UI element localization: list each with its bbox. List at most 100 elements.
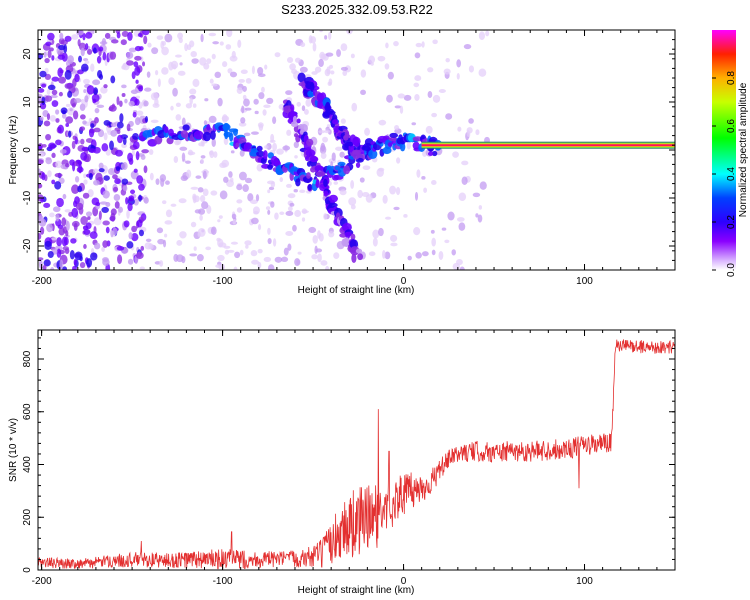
- spectrogram-cell: [66, 107, 75, 116]
- spectrogram-cell: [399, 142, 406, 152]
- spectrogram-cell: [103, 175, 110, 181]
- spectrogram-cell: [156, 35, 164, 40]
- spectrogram-cell: [93, 127, 101, 133]
- spectrogram-cell: [81, 99, 85, 104]
- spectrogram-cell: [413, 227, 421, 236]
- spectrogram-cell: [348, 141, 354, 147]
- spectrogram-cell: [50, 94, 58, 99]
- spectrogram-cell: [83, 173, 87, 179]
- spectrogram-cell: [250, 199, 258, 205]
- spectrogram-cell: [218, 215, 223, 219]
- spectrogram-cell: [74, 73, 80, 83]
- spectrogram-cell: [94, 107, 100, 114]
- spectrogram-cell: [339, 189, 347, 196]
- spectrogram-cell: [329, 110, 336, 115]
- spectrogram-cell: [144, 87, 152, 92]
- spectrogram-cell: [218, 242, 227, 248]
- spectrogram-cell: [421, 251, 429, 257]
- spectrogram-cell: [154, 70, 159, 76]
- spectrogram-cell: [201, 201, 209, 210]
- spectrogram-cell: [323, 178, 328, 188]
- spectrogram-cell: [152, 103, 160, 108]
- spectrogram-cell: [370, 62, 374, 66]
- spectrogram-cell: [64, 209, 71, 213]
- spectrogram-cell: [226, 30, 233, 38]
- spectrogram-cell: [303, 108, 309, 115]
- spectrogram-cell: [240, 117, 246, 124]
- spectrogram-cell: [463, 44, 472, 50]
- spectrogram-cell: [443, 68, 451, 75]
- spectrogram-cell: [150, 119, 159, 124]
- spectrogram-cell: [399, 105, 404, 114]
- spectrogram-cell: [68, 130, 72, 138]
- spectrogram-cell: [292, 224, 297, 232]
- spectrogram-cell: [413, 82, 420, 88]
- colorbar-gradient: [712, 30, 736, 270]
- spectrogram-cell: [143, 100, 149, 107]
- spectrogram-cell: [83, 78, 90, 85]
- spectrogram-cell: [103, 132, 108, 141]
- spectrogram-xtick-label: 0: [401, 276, 407, 287]
- spectrogram-cell: [136, 175, 144, 184]
- spectrogram-cell: [85, 43, 89, 50]
- spectrogram-cell: [143, 165, 148, 174]
- spectrogram-cell: [368, 251, 376, 257]
- spectrogram-cell: [357, 189, 363, 199]
- snr-y-axis-label: SNR (10 * v/v): [8, 418, 19, 482]
- spectrogram-cell: [270, 133, 275, 143]
- spectrogram-cell: [38, 183, 43, 189]
- spectrogram-cell: [43, 202, 51, 208]
- spectrogram-cell: [83, 243, 87, 250]
- snr-ytick-label: 800: [22, 350, 33, 367]
- spectrogram-cell: [121, 178, 129, 185]
- spectrogram-cell: [242, 184, 249, 192]
- spectrogram-cell: [103, 119, 111, 126]
- spectrogram-cell: [121, 84, 127, 89]
- spectrogram-cell: [58, 91, 63, 97]
- spectrogram-cell: [98, 210, 102, 221]
- spectrogram-cell: [309, 156, 319, 163]
- spectrogram-cell: [69, 249, 75, 260]
- spectrogram-cell: [262, 109, 267, 116]
- spectrogram-cell: [146, 71, 151, 78]
- spectrogram-cell: [41, 83, 47, 88]
- spectrogram-cell: [293, 141, 299, 149]
- snr-ytick-label: 400: [22, 456, 33, 473]
- spectrogram-cell: [326, 66, 331, 75]
- spectrogram-cell: [189, 253, 198, 257]
- spectrogram-cell: [330, 70, 335, 75]
- spectrogram-cell: [157, 78, 161, 87]
- spectrogram-cell: [306, 172, 311, 179]
- spectrogram-cell: [343, 165, 351, 175]
- spectrogram-cell: [133, 198, 139, 206]
- spectrogram-cell: [164, 33, 173, 43]
- spectrogram-cell: [127, 31, 133, 41]
- spectrogram-cell: [456, 59, 462, 68]
- spectrogram-cell: [112, 227, 118, 236]
- spectrogram-cell: [217, 219, 221, 223]
- spectrogram-cell: [51, 89, 58, 96]
- spectrogram-cell: [51, 237, 59, 241]
- spectrogram-cell: [312, 42, 317, 52]
- snr-frame: [37, 329, 676, 571]
- spectrogram-cell: [297, 251, 302, 255]
- spectrogram-cell: [261, 86, 265, 93]
- spectrogram-cell: [264, 64, 268, 70]
- spectrogram-cell: [116, 121, 124, 129]
- spectrogram-cell: [144, 116, 148, 123]
- spectrogram-cell: [372, 237, 378, 247]
- spectrogram-cell: [415, 42, 422, 48]
- spectrogram-cell: [348, 197, 357, 206]
- spectrogram-cell: [139, 46, 144, 51]
- spectrogram-cell: [472, 192, 481, 198]
- spectrogram-cell: [445, 113, 453, 120]
- spectrogram-cell: [168, 77, 175, 85]
- spectrogram-cell: [43, 120, 51, 127]
- spectrogram-cell: [237, 39, 242, 48]
- spectrogram-cell: [110, 122, 117, 128]
- spectrogram-cell: [61, 236, 68, 247]
- spectrogram-cell: [350, 204, 356, 210]
- spectrogram-cell: [360, 89, 366, 96]
- spectrogram-cell: [165, 209, 173, 218]
- spectrogram-cell: [138, 85, 144, 92]
